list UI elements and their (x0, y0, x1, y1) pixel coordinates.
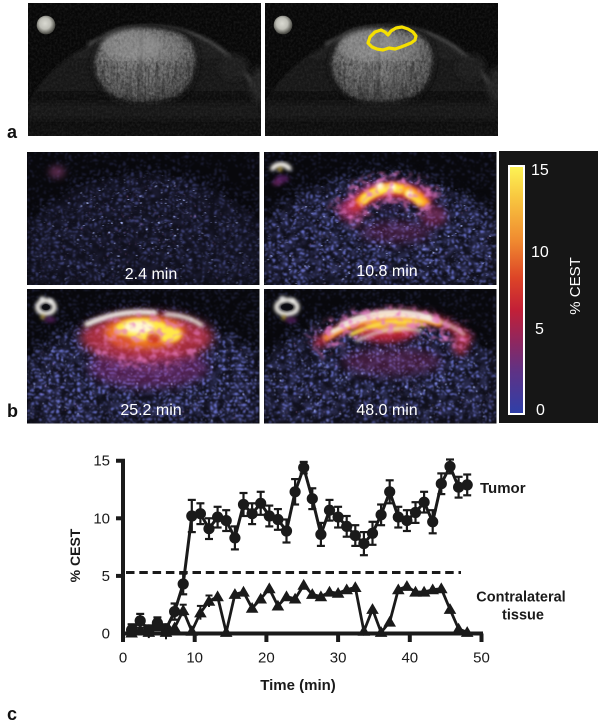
svg-text:15: 15 (531, 162, 549, 179)
svg-text:Time (min): Time (min) (260, 677, 336, 694)
svg-text:30: 30 (330, 650, 347, 667)
svg-text:tissue: tissue (502, 608, 544, 624)
svg-text:% CEST: % CEST (567, 257, 584, 315)
svg-text:50: 50 (473, 650, 490, 667)
svg-text:Tumor: Tumor (480, 480, 526, 497)
svg-text:20: 20 (258, 650, 275, 667)
svg-text:10: 10 (531, 244, 549, 261)
svg-text:Contralateral: Contralateral (476, 590, 565, 606)
svg-text:10: 10 (93, 510, 110, 527)
svg-text:0: 0 (119, 650, 127, 667)
svg-text:40: 40 (401, 650, 418, 667)
svg-text:0: 0 (102, 626, 110, 643)
svg-text:10: 10 (186, 650, 203, 667)
svg-text:5: 5 (102, 568, 110, 585)
svg-text:0: 0 (536, 402, 545, 419)
svg-text:5: 5 (535, 321, 544, 338)
svg-text:% CEST: % CEST (67, 528, 83, 582)
svg-text:15: 15 (93, 453, 110, 470)
